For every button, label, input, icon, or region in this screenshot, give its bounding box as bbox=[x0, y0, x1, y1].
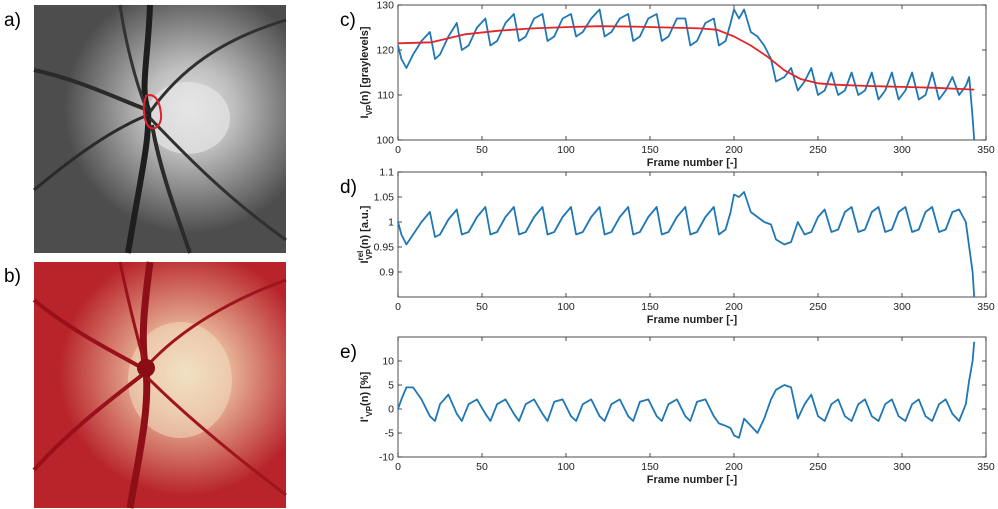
chart-d-x-tick-label: 150 bbox=[641, 301, 659, 313]
chart-d-x-tick-label: 350 bbox=[977, 301, 995, 313]
panel-label-a: a) bbox=[4, 10, 21, 31]
chart-d-x-axis-label: Frame number [-] bbox=[647, 314, 738, 326]
chart-d-y-tick-label: 0.95 bbox=[374, 242, 395, 254]
chart-e-x-axis-label: Frame number [-] bbox=[647, 474, 738, 486]
chart-c-x-tick-label: 200 bbox=[725, 144, 743, 156]
chart-e-y-tick-label: 0 bbox=[388, 404, 394, 416]
chart-c-x-tick-label: 250 bbox=[809, 144, 827, 156]
chart-e-x-tick-label: 300 bbox=[893, 461, 911, 473]
chart-c-x-tick-label: 100 bbox=[557, 144, 575, 156]
chart-e-x-tick-label: 0 bbox=[395, 461, 401, 473]
chart-d-y-axis-label: IrelVP(n) [a.u.] bbox=[356, 205, 374, 263]
chart-d-frame bbox=[397, 171, 987, 298]
grayscale-fundus-image bbox=[33, 4, 287, 254]
chart-e-x-tick-label: 50 bbox=[476, 461, 488, 473]
chart-e-frame bbox=[397, 336, 987, 458]
panel-label-c: c) bbox=[340, 10, 356, 31]
chart-d-x-tick-label: 200 bbox=[725, 301, 743, 313]
chart-e-x-tick-label: 100 bbox=[557, 461, 575, 473]
chart-d-x-tick-label: 300 bbox=[893, 301, 911, 313]
chart-e-series-line-1 bbox=[397, 341, 976, 439]
chart-e-x-tick-label: 200 bbox=[725, 461, 743, 473]
chart-c-x-tick-label: 0 bbox=[395, 144, 401, 156]
panel-label-e: e) bbox=[340, 342, 357, 363]
chart-d-y-tick-label: 1.05 bbox=[374, 192, 395, 204]
chart-c-y-tick-label: 100 bbox=[376, 135, 394, 147]
chart-c-x-tick-label: 350 bbox=[977, 144, 995, 156]
chart-c-series-line-2 bbox=[397, 25, 975, 91]
color-fundus-image bbox=[32, 261, 287, 509]
chart-c-x-tick-label: 300 bbox=[893, 144, 911, 156]
chart-e-y-tick-label: 10 bbox=[382, 356, 394, 368]
chart-e-y-axis-label: I'VP(n) [%] bbox=[359, 371, 374, 422]
chart-e-x-tick-label: 150 bbox=[641, 461, 659, 473]
chart-percent-change: 0 50 100 150 200 250 300 350 -10 -5 0 5 10 Frame numb… bbox=[359, 336, 995, 486]
chart-d-y-tick-label: 1.1 bbox=[379, 167, 394, 179]
chart-d-x-tick-label: 100 bbox=[557, 301, 575, 313]
chart-c-x-tick-label: 50 bbox=[476, 144, 488, 156]
chart-c-x-tick-label: 150 bbox=[641, 144, 659, 156]
chart-c-x-axis-label: Frame number [-] bbox=[647, 157, 738, 169]
chart-d-x-tick-label: 50 bbox=[476, 301, 488, 313]
chart-c-frame bbox=[397, 4, 987, 141]
chart-e-y-tick-label: -5 bbox=[385, 428, 394, 440]
chart-c-y-tick-label: 110 bbox=[377, 90, 394, 102]
chart-d-x-tick-label: 0 bbox=[395, 301, 401, 313]
chart-relative-intensity: 0 50 100 150 200 250 300 350 0.9 0.95 1 1.05 1.1 Fram… bbox=[356, 167, 995, 327]
chart-d-y-tick-label: 1 bbox=[388, 217, 394, 229]
roi-outline bbox=[142, 94, 163, 130]
chart-e-x-tick-label: 250 bbox=[809, 461, 827, 473]
chart-d-y-tick-label: 0.9 bbox=[379, 267, 394, 279]
panel-label-b: b) bbox=[4, 266, 21, 287]
chart-e-y-tick-label: 5 bbox=[388, 380, 394, 392]
chart-intensity: 0 50 100 150 200 250 300 350 100 110 120 130 Frame n… bbox=[359, 0, 995, 169]
chart-c-y-axis-label: IVP(n) [graylevels] bbox=[359, 26, 374, 118]
chart-c-series-line-1 bbox=[397, 8, 976, 141]
chart-e-x-tick-label: 350 bbox=[977, 461, 995, 473]
chart-d-series-line-1 bbox=[397, 191, 976, 298]
panel-label-d: d) bbox=[340, 177, 357, 198]
chart-c-y-tick-label: 130 bbox=[376, 0, 394, 12]
chart-e-y-tick-label: -10 bbox=[379, 452, 394, 464]
chart-c-y-tick-label: 120 bbox=[376, 45, 394, 57]
chart-d-x-tick-label: 250 bbox=[809, 301, 827, 313]
